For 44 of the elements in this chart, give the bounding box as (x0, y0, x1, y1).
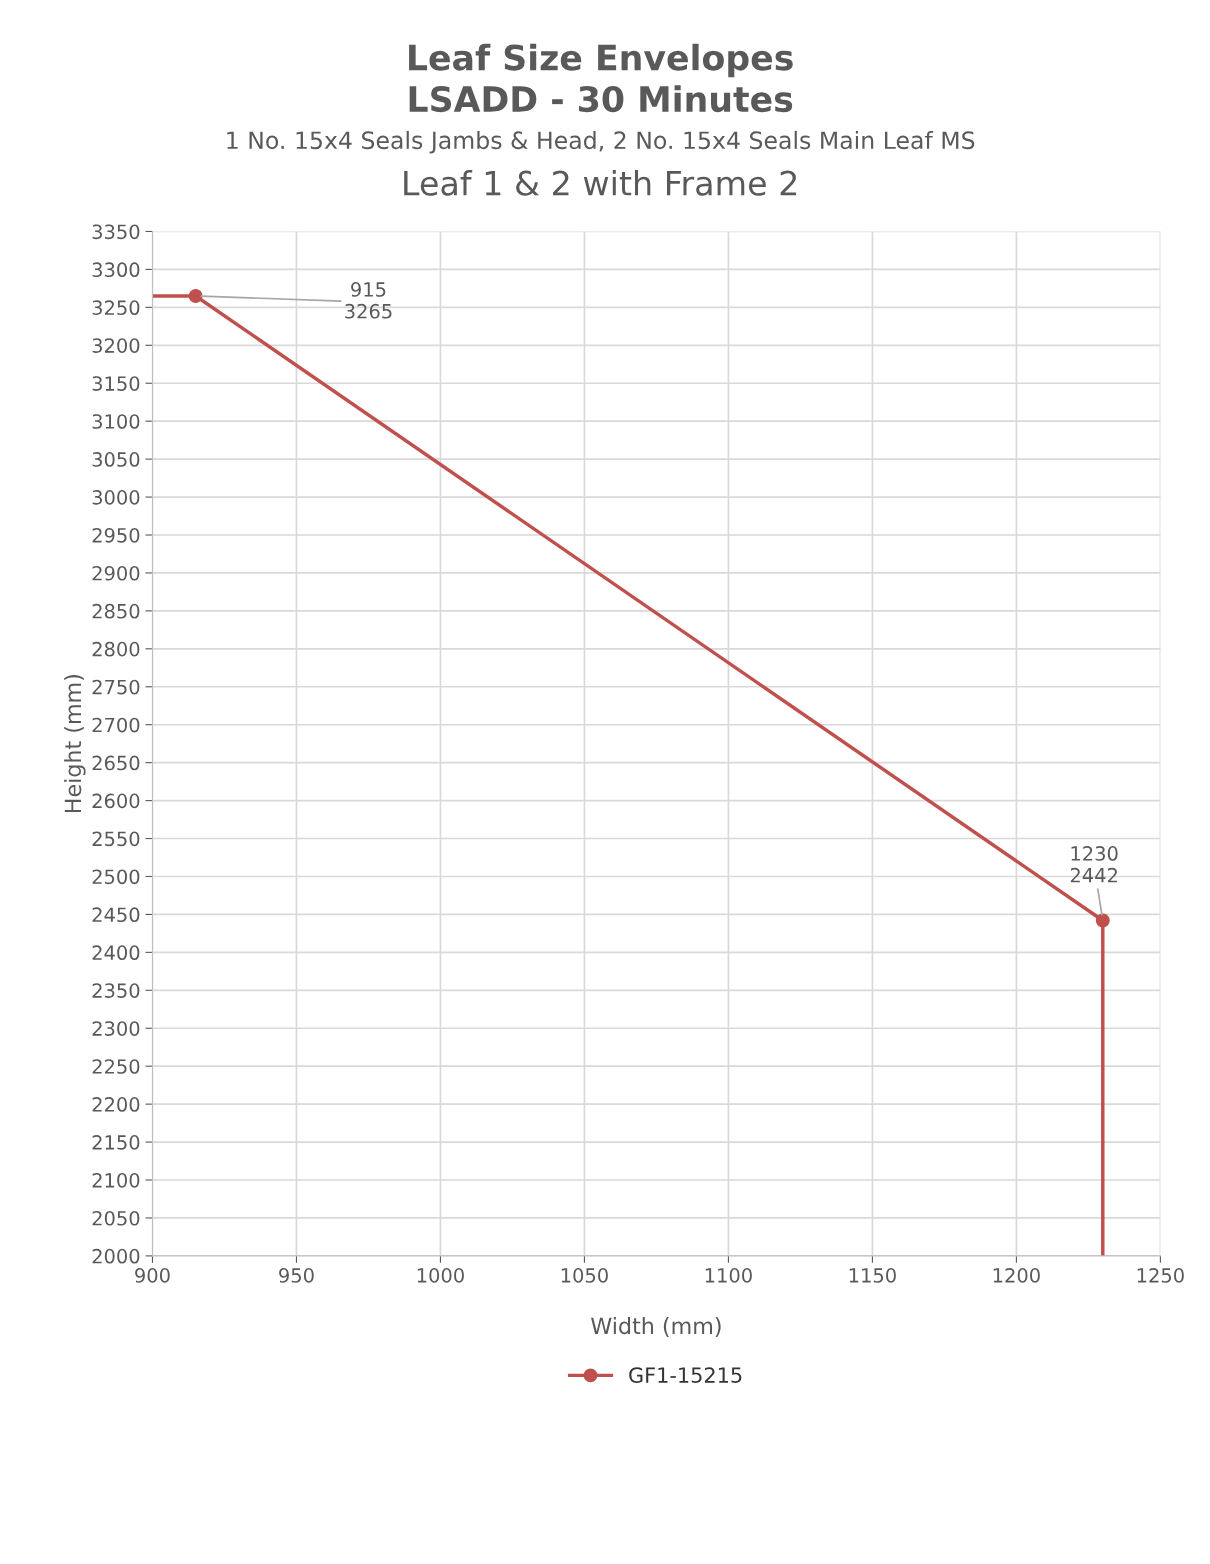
y-tick-label: 2950 (92, 527, 140, 543)
y-tick-label: 2500 (92, 869, 140, 885)
y-tick-label: 2200 (92, 1097, 140, 1112)
data-label: 1230 2442 (1070, 846, 1118, 883)
x-tick-label: 1100 (705, 1268, 752, 1283)
y-tick-label: 2250 (92, 1059, 140, 1074)
y-tick-label: 2650 (92, 755, 140, 771)
y-tick-label: 3050 (92, 452, 140, 467)
y-tick-label: 3300 (92, 262, 140, 278)
text: Leaf 1 & 2 with Frame 2 (404, 169, 797, 196)
y-tick-label: 3150 (92, 376, 140, 391)
chart-title: Leaf Size Envelopes LSADD - 30 Minutes (409, 43, 793, 113)
y-tick-label: 2900 (92, 565, 140, 581)
x-axis-title: Width (mm) (591, 1317, 721, 1337)
y-tick-label: 3250 (92, 300, 140, 316)
x-tick-label: 1050 (561, 1268, 608, 1283)
legend-label: GF1-15215 (629, 1367, 742, 1383)
chart-subtitle: 1 No. 15x4 Seals Jambs & Head, 2 No. 15x4 Seals Main Leaf MS (227, 130, 975, 154)
y-tick-label: 3350 (92, 224, 140, 240)
x-tick-label: 1250 (1137, 1268, 1184, 1283)
y-tick-label: 2800 (92, 641, 140, 657)
y-tick-label: 2400 (92, 945, 140, 961)
data-label: 915 3265 (345, 282, 392, 319)
x-tick-label: 1200 (993, 1268, 1040, 1283)
y-tick-label: 2850 (92, 603, 140, 619)
y-tick-label: 2050 (92, 1210, 140, 1226)
x-tick-label: 1150 (849, 1268, 896, 1283)
y-tick-label: 2550 (92, 831, 140, 847)
y-tick-label: 2600 (92, 793, 140, 809)
x-tick-label: 950 (279, 1268, 314, 1283)
y-tick-label: 3200 (92, 338, 140, 353)
y-tick-label: 3000 (92, 490, 140, 505)
y-tick-label: 2000 (92, 1248, 140, 1264)
y-tick-label: 2150 (92, 1135, 140, 1150)
y-tick-label: 2450 (92, 907, 140, 923)
y-tick-label: 2750 (92, 679, 140, 695)
y-tick-label: 2350 (92, 983, 140, 998)
y-tick-label: 2700 (92, 717, 140, 733)
y-tick-label: 2300 (92, 1021, 140, 1036)
x-tick-label: 900 (135, 1268, 170, 1283)
y-tick-label: 3100 (92, 414, 140, 429)
x-tick-label: 1000 (417, 1268, 464, 1283)
y-axis-title: Height (mm) (64, 675, 86, 813)
y-tick-label: 2100 (92, 1172, 140, 1188)
